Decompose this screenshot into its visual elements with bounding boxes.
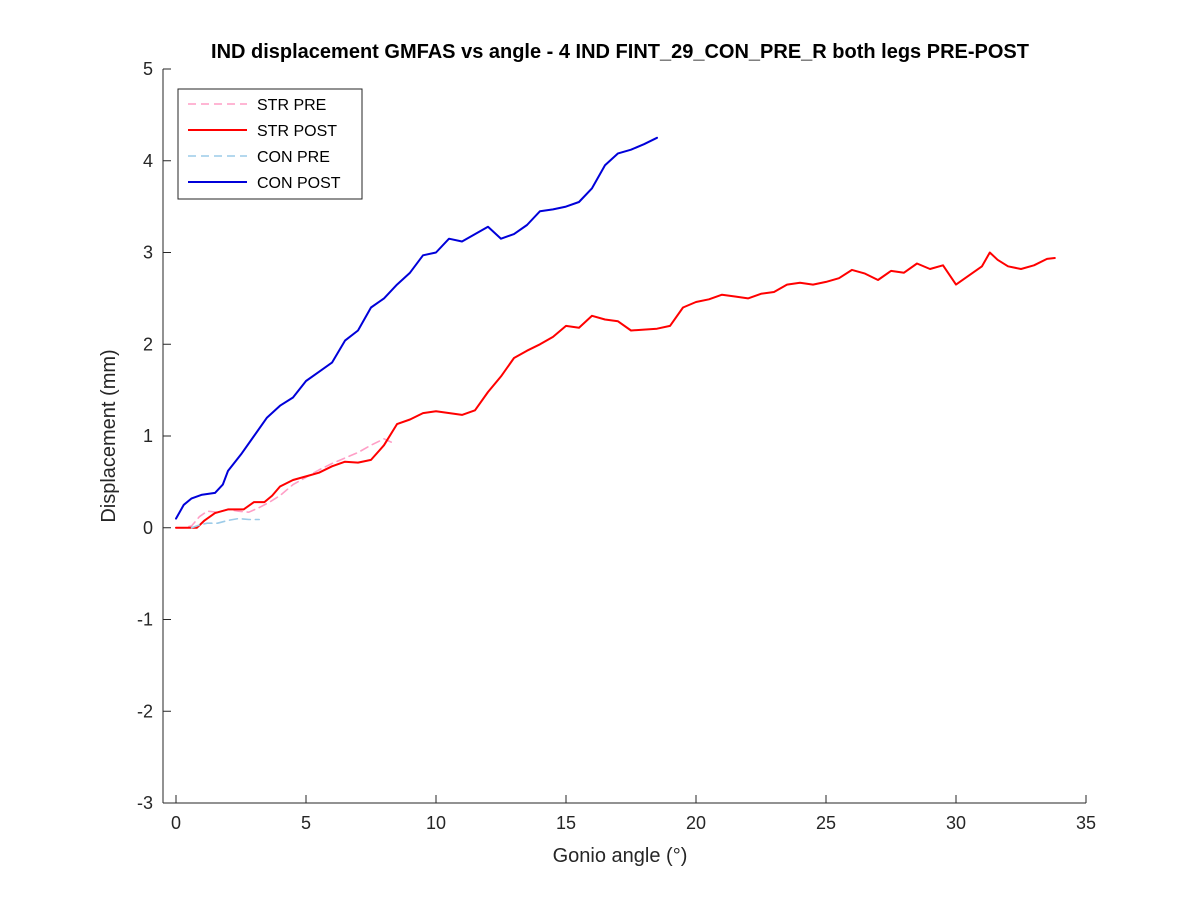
y-tick-label: 4 (143, 151, 153, 171)
x-tick-label: 5 (301, 813, 311, 833)
x-tick-label: 30 (946, 813, 966, 833)
x-tick-label: 35 (1076, 813, 1096, 833)
y-tick-label: 5 (143, 59, 153, 79)
y-axis-label: Displacement (mm) (98, 349, 120, 522)
x-tick-label: 0 (171, 813, 181, 833)
series-layer (175, 136, 1056, 529)
y-tick-label: -2 (137, 701, 153, 721)
series-line-con-pre (190, 517, 261, 529)
x-tick-label: 25 (816, 813, 836, 833)
x-tick-label: 20 (686, 813, 706, 833)
y-tick-label: 2 (143, 334, 153, 354)
y-tick-label: -1 (137, 610, 153, 630)
y-ticks: -3 -2 -1 0 1 2 3 4 5 (137, 59, 171, 813)
legend-box (177, 88, 363, 200)
x-axis-label: Gonio angle (°) (553, 845, 688, 867)
legend-label: CON POST (257, 175, 341, 192)
y-tick-label: 0 (143, 518, 153, 538)
x-tick-label: 15 (556, 813, 576, 833)
y-tick-label: 1 (143, 426, 153, 446)
legend-label: STR PRE (257, 97, 326, 114)
x-ticks: 0 5 10 15 20 25 30 35 (171, 795, 1096, 833)
series-line-str-post (175, 251, 1056, 529)
series-line-con-post (175, 136, 658, 520)
x-tick-label: 10 (426, 813, 446, 833)
legend: STR PRE STR POST CON PRE CON POST (177, 88, 363, 200)
legend-label: STR POST (257, 123, 337, 140)
y-tick-label: -3 (137, 793, 153, 813)
series-line-str-pre (175, 437, 393, 529)
legend-label: CON PRE (257, 149, 330, 166)
y-tick-label: 3 (143, 243, 153, 263)
chart-title: IND displacement GMFAS vs angle - 4 IND … (211, 41, 1029, 63)
